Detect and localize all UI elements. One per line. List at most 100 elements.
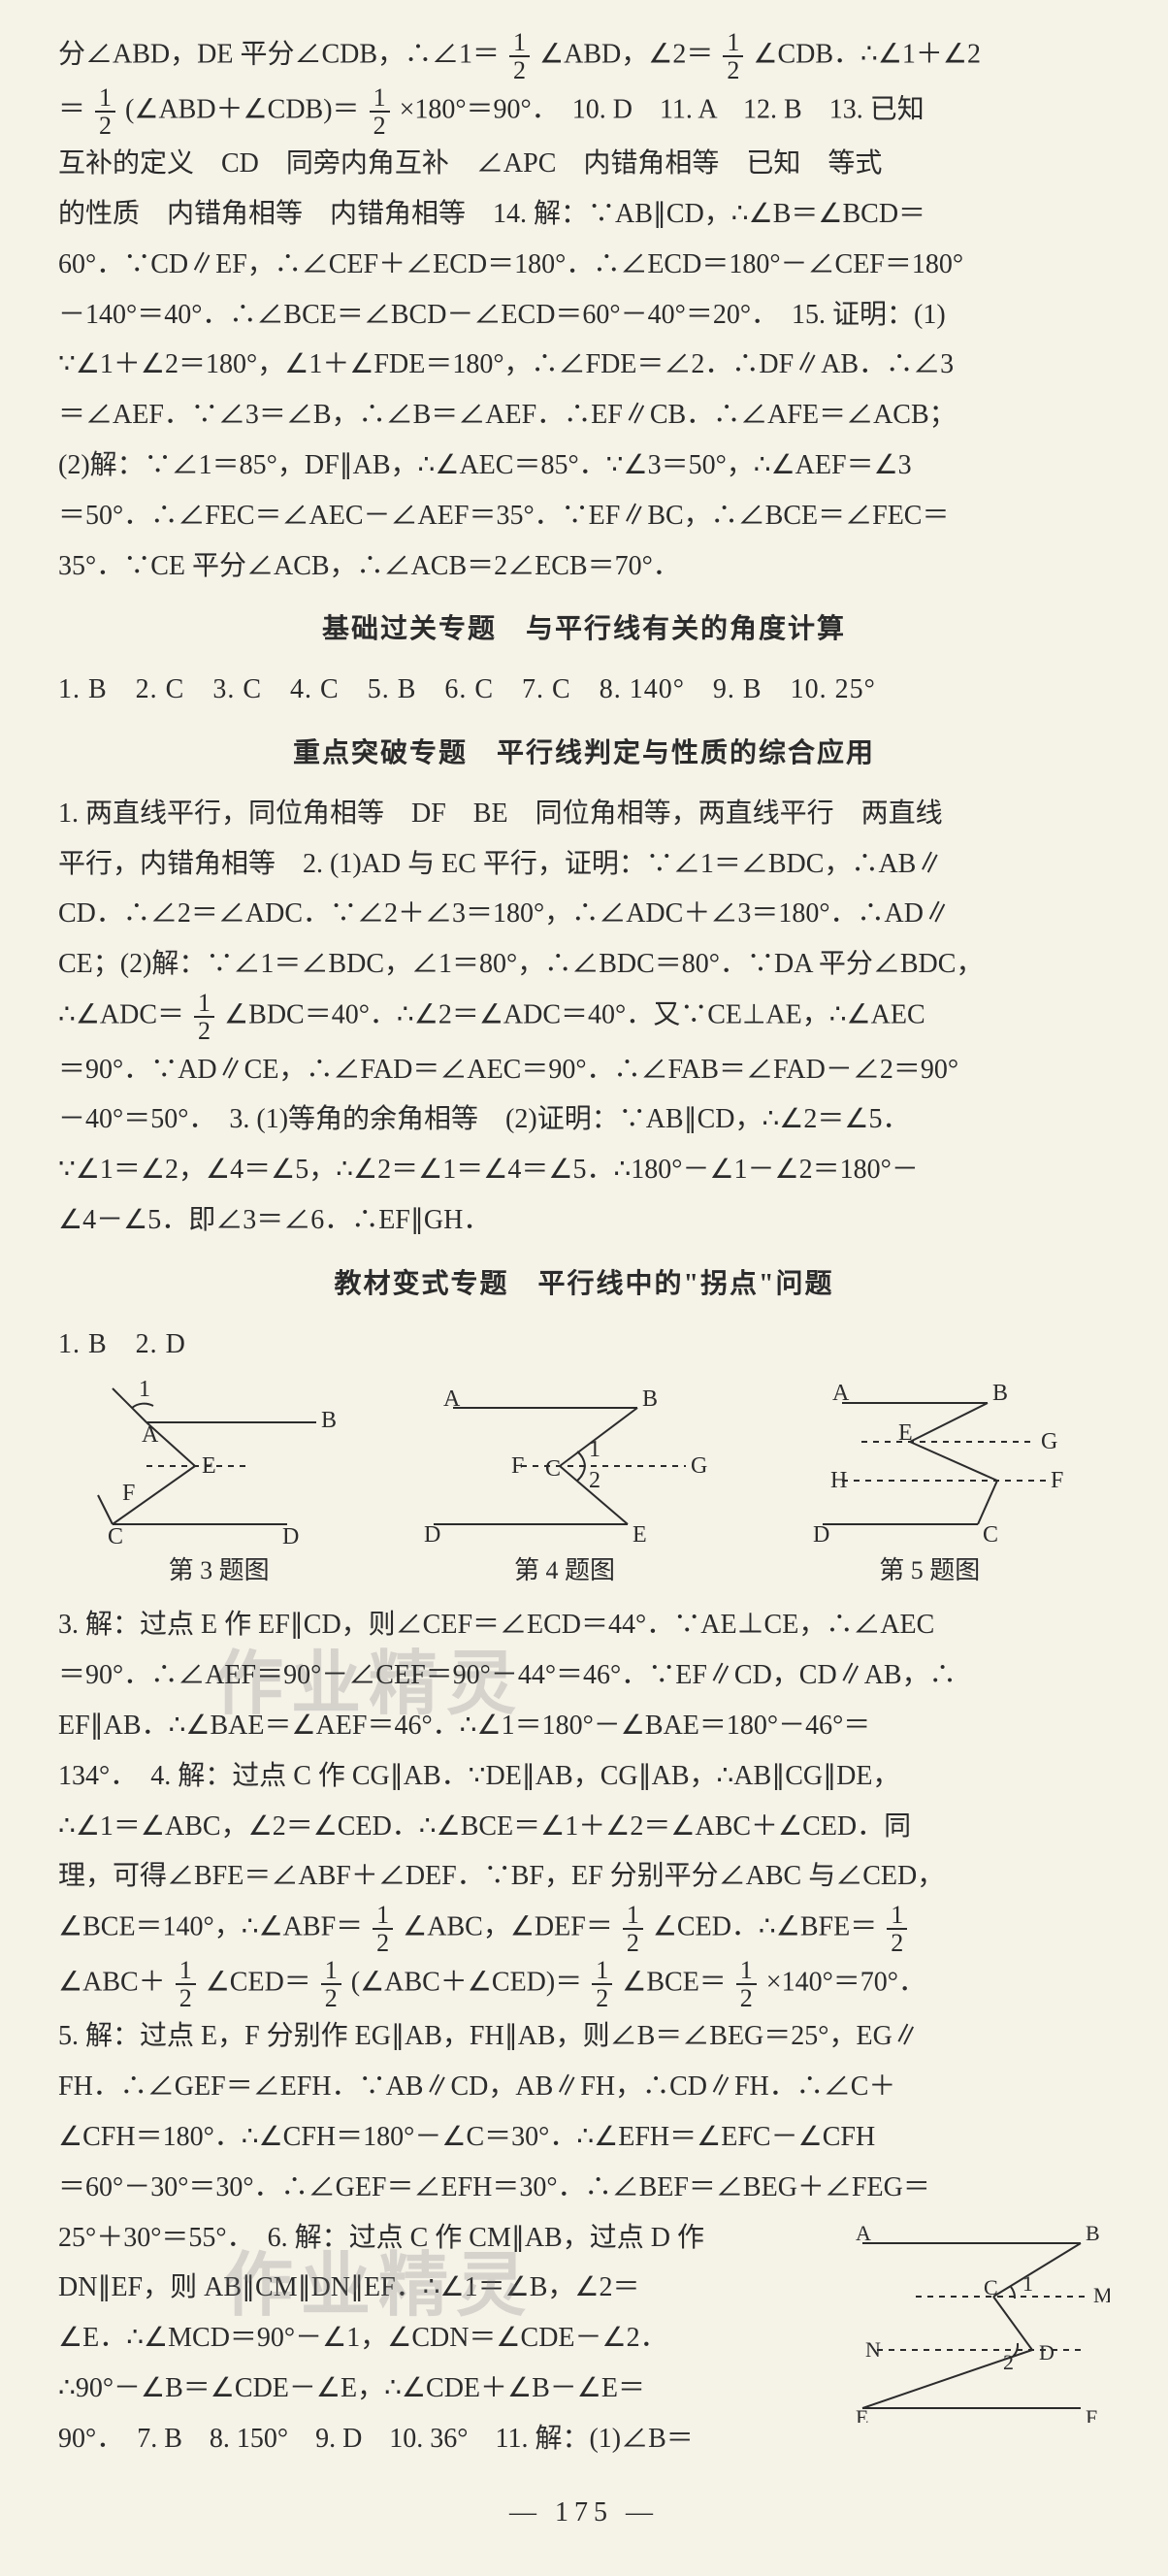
frac-half: 12 <box>509 29 530 84</box>
sf-label-A: A <box>856 2221 871 2245</box>
s3-line-12: ∠BCE＝ <box>622 1968 727 1998</box>
intro-line-2: ∠CDB．∴∠1＋∠2 <box>753 40 981 70</box>
frac-half: 12 <box>370 84 390 140</box>
page: 分∠ABD，DE 平分∠CDB，∴∠1＝ 12 ∠ABD，∠2＝ 12 ∠CDB… <box>0 0 1168 2576</box>
sf-label-F: F <box>1086 2405 1097 2423</box>
intro-line-7: 的性质 内错角相等 内错角相等 14. 解：∵AB∥CD，∴∠B＝∠BCD＝ <box>58 199 925 229</box>
intro-line-13: ＝50°．∴∠FEC＝∠AEC－∠AEF＝35°．∵EF∥BC，∴∠BCE＝∠F… <box>58 501 949 531</box>
frac-half: 12 <box>176 1957 196 2012</box>
s3-line-22: 90°． 7. B 8. 150° 9. D 10. 36° 11. 解：(1)… <box>58 2424 694 2454</box>
s3-line-8: ∠CED．∴∠BFE＝ <box>653 1912 877 1942</box>
s3-line-9: ∠ABC＋ <box>58 1968 166 1998</box>
fig4-label-2: 2 <box>589 1468 600 1493</box>
s3-line-6: ∠BCE＝140°，∴∠ABF＝ <box>58 1912 363 1942</box>
sf-label-C: C <box>984 2275 998 2299</box>
s3-line-14: 5. 解：过点 E，F 分别作 EG∥AB，FH∥AB，则∠B＝∠BEG＝25°… <box>58 2021 920 2051</box>
s2-line-1: 平行，内错角相等 2. (1)AD 与 EC 平行，证明：∵∠1＝∠BDC，∴A… <box>58 849 943 879</box>
frac-half: 12 <box>592 1957 612 2012</box>
frac-half: 12 <box>723 29 743 84</box>
intro-line-0: 分∠ABD，DE 平分∠CDB，∴∠1＝ <box>58 40 500 70</box>
fig3-label-F: F <box>122 1481 135 1506</box>
fig4-label-G: G <box>691 1453 707 1479</box>
sf-label-2: 2 <box>1003 2350 1014 2374</box>
fig3-label-B: B <box>321 1408 337 1433</box>
fig5-label-B: B <box>992 1381 1008 1406</box>
figure-4-svg: A B C D E F G 1 2 <box>414 1379 715 1544</box>
intro-line-14: 35°．∵CE 平分∠ACB，∴∠ACB＝2∠ECB＝70°． <box>58 551 680 581</box>
fig5-label-E: E <box>898 1420 913 1446</box>
frac-half: 12 <box>623 1902 643 1957</box>
s3-line-16: ∠CFH＝180°．∴∠CFH＝180°－∠C＝30°．∴∠EFH＝∠EFC－∠… <box>58 2122 875 2152</box>
side-figure-q6: A B C M N D E F 1 2 <box>838 2219 1110 2423</box>
page-number-value: 175 <box>555 2497 613 2527</box>
s2-line-9: ∠4－∠5．即∠3＝∠6．∴EF∥GH． <box>58 1205 490 1235</box>
s3-line-5: 理，可得∠BFE＝∠ABF＋∠DEF．∵BF，EF 分别平分∠ABC 与∠CED… <box>58 1861 944 1891</box>
fig4-label-E: E <box>633 1522 647 1544</box>
figure-5-svg: A B D C E G H F <box>784 1379 1075 1544</box>
fig4-label-B: B <box>642 1386 658 1412</box>
sf-label-M: M <box>1093 2283 1110 2307</box>
frac-half: 12 <box>321 1957 341 2012</box>
intro-line-8: 60°．∵CD∥EF，∴∠CEF＋∠ECD＝180°．∴∠ECD＝180°－∠C… <box>58 249 963 279</box>
s3-line-18: 25°＋30°＝55°． 6. 解：过点 C 作 CM∥AB，过点 D 作 <box>58 2223 704 2253</box>
sf-label-D: D <box>1039 2340 1054 2364</box>
fig5-label-G: G <box>1041 1429 1057 1454</box>
s3-line-20: ∠E．∴∠MCD＝90°－∠1，∠CDN＝∠CDE－∠2． <box>58 2323 667 2353</box>
side-figure-svg: A B C M N D E F 1 2 <box>838 2219 1110 2423</box>
frac-half: 12 <box>736 1957 757 2012</box>
fig4-label-1: 1 <box>589 1437 600 1462</box>
sf-label-B: B <box>1086 2221 1100 2245</box>
intro-line-4: (∠ABD＋∠CDB)＝ <box>125 94 360 124</box>
intro-line-9: －140°＝40°．∴∠BCE＝∠BCD－∠ECD＝60°－40°＝20°． 1… <box>58 300 946 330</box>
section2-block: 1. 两直线平行，同位角相等 DF BE 同位角相等，两直线平行 两直线 平行，… <box>58 789 1110 1246</box>
fig3-label-1: 1 <box>139 1379 150 1402</box>
frac-half: 12 <box>373 1902 393 1957</box>
figure-4: A B C D E F G 1 2 第 4 题图 <box>414 1379 715 1594</box>
fig4-label-C: C <box>545 1456 561 1482</box>
section3-title: 教材变式专题 平行线中的"拐点"问题 <box>58 1259 1110 1310</box>
s3-line-17: ＝60°－30°＝30°．∴∠GEF＝∠EFH＝30°．∴∠BEF＝∠BEG＋∠… <box>58 2172 930 2202</box>
section3-answers: 1. B 2. D <box>58 1320 1110 1370</box>
fig3-label-C: C <box>108 1524 123 1544</box>
figures-row: A B C D E F 1 第 3 题图 <box>58 1379 1110 1594</box>
fig5-label-F: F <box>1051 1468 1063 1493</box>
sf-label-E: E <box>856 2405 868 2423</box>
s3-line-13: ×140°＝70°． <box>766 1968 925 1998</box>
fig5-label-C: C <box>983 1522 998 1544</box>
sf-label-1: 1 <box>1022 2271 1033 2296</box>
fig5-label-H: H <box>830 1468 847 1493</box>
s3-line-11: (∠ABC＋∠CED)＝ <box>351 1968 582 1998</box>
page-number: — 175 — <box>58 2488 1110 2538</box>
s3-line-1: ＝90°．∴∠AEF＝90°－∠CEF＝90°－44°＝46°．∵EF∥CD，C… <box>58 1660 957 1690</box>
fig3-label-A: A <box>142 1422 159 1448</box>
figure-3-caption: 第 3 题图 <box>93 1548 345 1594</box>
intro-line-10: ∵∠1＋∠2＝180°，∠1＋∠FDE＝180°，∴∠FDE＝∠2．∴DF∥AB… <box>58 349 954 379</box>
frac-half: 12 <box>95 84 115 140</box>
s2-line-0: 1. 两直线平行，同位角相等 DF BE 同位角相等，两直线平行 两直线 <box>58 799 943 829</box>
fig5-label-D: D <box>813 1522 829 1544</box>
frac-half: 12 <box>194 990 214 1045</box>
intro-line-11: ＝∠AEF．∵∠3＝∠B，∴∠B＝∠AEF．∴EF∥CB．∴∠AFE＝∠ACB； <box>58 400 957 430</box>
fig4-label-A: A <box>443 1386 461 1412</box>
intro-line-12: (2)解：∵∠1＝85°，DF∥AB，∴∠AEC＝85°．∵∠3＝50°，∴∠A… <box>58 450 912 480</box>
figure-3-svg: A B C D E F 1 <box>93 1379 345 1544</box>
s2-line-5: ∠BDC＝40°．∴∠2＝∠ADC＝40°．又∵CE⊥AE，∴∠AEC <box>224 1000 925 1030</box>
s2-line-6: ＝90°．∵AD∥CE，∴∠FAD＝∠AEC＝90°．∴∠FAB＝∠FAD－∠2… <box>58 1055 958 1085</box>
figure-5: A B D C E G H F 第 5 题图 <box>784 1379 1075 1594</box>
figure-4-caption: 第 4 题图 <box>414 1548 715 1594</box>
section3-block: 3. 解：过点 E 作 EF∥CD，则∠CEF＝∠ECD＝44°．∵AE⊥CE，… <box>58 1600 1110 2463</box>
frac-half: 12 <box>887 1902 907 1957</box>
s3-line-0: 3. 解：过点 E 作 EF∥CD，则∠CEF＝∠ECD＝44°．∵AE⊥CE，… <box>58 1610 934 1640</box>
intro-line-6: 互补的定义 CD 同旁内角互补 ∠APC 内错角相等 已知 等式 <box>58 148 882 179</box>
fig3-label-E: E <box>202 1453 216 1479</box>
s3-line-19: DN∥EF，则 AB∥CM∥DN∥EF．∴∠1＝∠B，∠2＝ <box>58 2272 640 2302</box>
s3-line-2: EF∥AB．∴∠BAE＝∠AEF＝46°．∴∠1＝180°－∠BAE＝180°－… <box>58 1711 870 1741</box>
section1-answers: 1. B 2. C 3. C 4. C 5. B 6. C 7. C 8. 14… <box>58 665 1110 715</box>
figure-5-caption: 第 5 题图 <box>784 1548 1075 1594</box>
s2-line-7: －40°＝50°． 3. (1)等角的余角相等 (2)证明：∵AB∥CD，∴∠2… <box>58 1104 910 1134</box>
intro-line-5: ×180°＝90°． 10. D 11. A 12. B 13. 已知 <box>400 94 925 124</box>
s3-line-3: 134°． 4. 解：过点 C 作 CG∥AB．∵DE∥AB，CG∥AB，∴AB… <box>58 1761 899 1791</box>
fig3-label-D: D <box>282 1524 299 1544</box>
s2-line-4: ∴∠ADC＝ <box>58 1000 184 1030</box>
intro-line-3: ＝ <box>58 94 85 124</box>
